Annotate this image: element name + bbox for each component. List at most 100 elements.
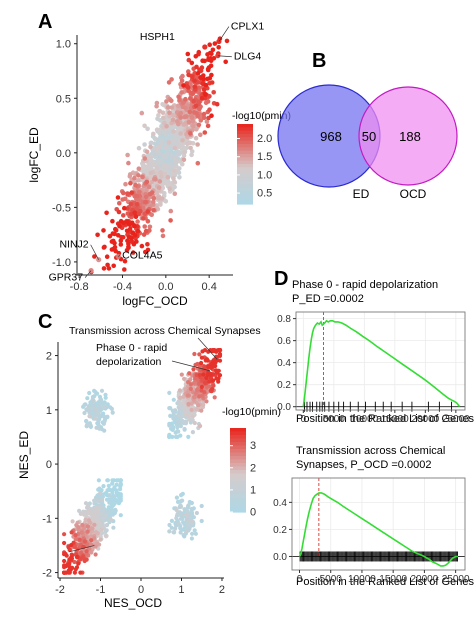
panel-a-point [129,190,134,195]
panel-c-annotation-transmission: Transmission across Chemical Synapses [69,325,261,337]
panel-c-point [196,381,201,387]
panel-a-point [151,199,156,205]
panel-a-point [211,90,216,95]
gsea-plot-1: Phase 0 - rapid depolarization P_ED =0.0… [277,279,474,425]
gsea-plot-1-title-line2: P_ED =0.0002 [292,293,364,305]
panel-a-point [186,57,192,63]
panel-c-point [196,403,201,408]
panel-c-point [107,493,112,498]
panel-a-point [194,111,199,116]
panel-a-point [171,129,176,134]
panel-a-point [172,145,178,151]
panel-a-point [172,168,177,173]
panel-c-point [173,408,178,413]
panel-c-point [110,410,115,415]
panel-a-point [142,123,147,129]
panel-a-point [170,164,176,169]
panel-a-point [132,233,138,238]
panel-a-colorbar-segment [237,187,253,192]
panel-a-label-leader [217,55,232,58]
panel-a-y-tick-label: 0.0 [56,148,71,160]
panel-c-point [199,360,204,366]
panel-a-annotations: HSPH1 CPLX1 DLG4 NINJ2 COL4A5 GPR37 [49,21,265,284]
panel-c-colorbar-segment [230,445,246,450]
panel-b-letter: B [312,50,326,72]
panel-a-colorbar-segment [237,170,253,175]
panel-c-point [111,525,116,530]
panel-c-point [93,406,98,412]
panel-a-point [195,71,201,76]
panel-c-point [197,394,202,399]
panel-c-point [118,513,123,518]
venn-ocd-only-count: 188 [399,129,421,144]
panel-a-point [128,180,133,186]
panel-a-point [198,118,204,123]
panel-c-point [207,379,212,384]
gsea-plot-2-y-tick-label: 0.4 [273,498,287,509]
gsea-plot-2-x-tick-label: 25000 [442,574,470,585]
panel-a-point [186,72,191,78]
panel-c-colorbar-segment [230,494,246,499]
panel-c-point [176,521,181,526]
panel-c-point [101,484,106,489]
panel-c-point [174,507,179,513]
panel-c-colorbar-segment [230,452,246,457]
panel-a-point [157,179,163,184]
panel-a-point [149,190,155,195]
panel-c-point [110,478,115,483]
panel-a-point [160,228,165,233]
panel-c-point [176,392,181,397]
gsea-plot-2-x-tick-label: 15000 [379,574,407,585]
panel-a-point [186,69,191,74]
panel-c-point [62,558,67,564]
panel-a-point [144,187,149,193]
panel-c-point [70,519,75,524]
panel-c-point [102,508,107,513]
panel-a-point [118,242,124,247]
panel-c-point [199,355,204,360]
panel-c-point [178,530,183,535]
panel-c-point [105,488,110,493]
panel-c-point [204,375,209,381]
panel-c-point [102,414,107,419]
panel-c-point [98,491,103,496]
panel-a-ticks: -0.8 -0.4 0.0 0.4 -1.0 -0.5 0.0 0.5 1.0 [52,39,217,293]
panel-a-point [175,119,180,124]
panel-a-point [92,254,97,259]
panel-a-point [203,92,208,97]
panel-c-point [167,390,172,395]
panel-a-point [175,103,181,109]
panel-c-point [190,430,195,435]
panel-c-point [213,368,219,373]
panel-a-point [95,232,100,238]
panel-c-point [216,379,221,384]
panel-a-point [180,138,185,143]
panel-c-point [67,561,72,566]
panel-a-point [140,205,146,211]
panel-a-point [196,122,202,128]
panel-a-point [101,266,107,271]
panel-a-point [190,118,196,124]
panel-a-point [164,151,170,156]
venn-ed-only-count: 968 [320,129,342,144]
panel-c-point [104,523,109,528]
panel-c-point [94,425,99,430]
panel-a-point [122,258,128,264]
panel-a-point [165,135,170,140]
panel-c-color-legend: -log10(pmin) 0 1 2 3 [222,406,281,519]
panel-a-point [194,64,199,70]
panel-a-point [161,115,166,121]
panel-c-point [97,417,102,422]
panel-c-point [99,527,104,532]
panel-c-point [210,387,215,392]
panel-a-point [121,220,126,225]
panel-a-point [130,250,136,255]
panel-c-point [193,376,198,381]
panel-c-point [185,393,190,398]
panel-c-point [197,372,202,378]
panel-a-point [113,248,118,254]
panel-a-point [170,112,176,118]
panel-a-point [195,160,201,166]
panel-a-point [176,94,181,100]
panel-a-point [180,161,185,167]
